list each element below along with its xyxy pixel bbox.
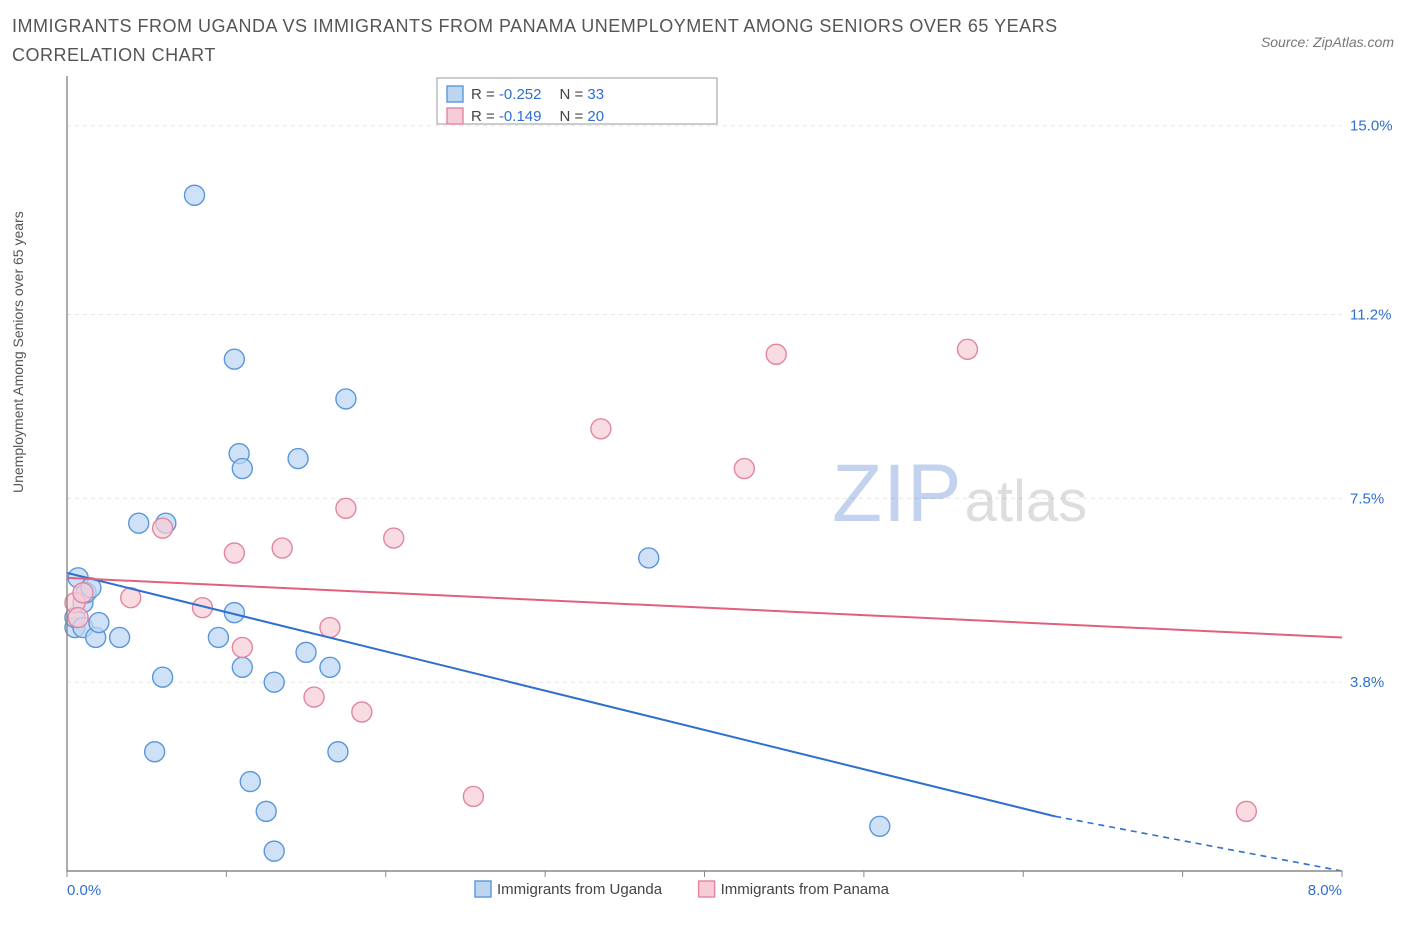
scatter-point [240,771,260,791]
stats-row: R = -0.149N = 20 [471,108,604,125]
scatter-point [208,627,228,647]
chart-source: Source: ZipAtlas.com [1261,34,1394,50]
scatter-point [110,627,130,647]
scatter-point [957,339,977,359]
chart-header: IMMIGRANTS FROM UGANDA VS IMMIGRANTS FRO… [12,12,1394,70]
trend-line-extrapolated [1055,816,1342,871]
scatter-point [185,185,205,205]
chart-container: Unemployment Among Seniors over 65 years… [12,76,1394,911]
scatter-point [288,448,308,468]
x-tick-label: 0.0% [67,882,101,899]
scatter-point [591,418,611,438]
y-tick-label: 3.8% [1350,674,1384,691]
trend-line [67,572,1055,815]
scatter-point [264,841,284,861]
scatter-point [153,667,173,687]
trend-line [67,577,1342,637]
scatter-point [870,816,890,836]
scatter-point [463,786,483,806]
scatter-point [272,538,292,558]
scatter-point [232,458,252,478]
y-axis-label: Unemployment Among Seniors over 65 years [10,211,26,493]
scatter-point [336,498,356,518]
chart-title: IMMIGRANTS FROM UGANDA VS IMMIGRANTS FRO… [12,12,1132,70]
stats-row: R = -0.252N = 33 [471,86,604,103]
scatter-point [384,528,404,548]
scatter-point [639,548,659,568]
scatter-point [89,612,109,632]
scatter-point [320,617,340,637]
scatter-point [73,582,93,602]
legend-label: Immigrants from Panama [721,881,890,898]
scatter-point [264,672,284,692]
scatter-point [304,687,324,707]
scatter-point [296,642,316,662]
scatter-point [224,349,244,369]
scatter-point [336,389,356,409]
scatter-point [256,801,276,821]
scatter-point [320,657,340,677]
watermark: ZIPatlas [832,448,1087,539]
scatter-point [232,637,252,657]
scatter-point [129,513,149,533]
scatter-chart: 3.8% 7.5% 11.2% 15.0% ZIPatlas 0.0% 8.0% Immigr… [12,76,1402,911]
scatter-point [734,458,754,478]
scatter-point [224,543,244,563]
y-tick-label: 15.0% [1350,117,1393,134]
legend-swatch [699,881,715,897]
stats-swatch [447,108,463,124]
y-tick-label: 7.5% [1350,490,1384,507]
scatter-point [68,607,88,627]
scatter-point [328,741,348,761]
legend-label: Immigrants from Uganda [497,881,663,898]
y-tick-label: 11.2% [1350,306,1391,323]
scatter-point [352,702,372,722]
scatter-point [766,344,786,364]
legend-swatch [475,881,491,897]
scatter-point [145,741,165,761]
scatter-point [1236,801,1256,821]
stats-swatch [447,86,463,102]
x-tick-label: 8.0% [1308,882,1342,899]
scatter-point [232,657,252,677]
scatter-point [153,518,173,538]
